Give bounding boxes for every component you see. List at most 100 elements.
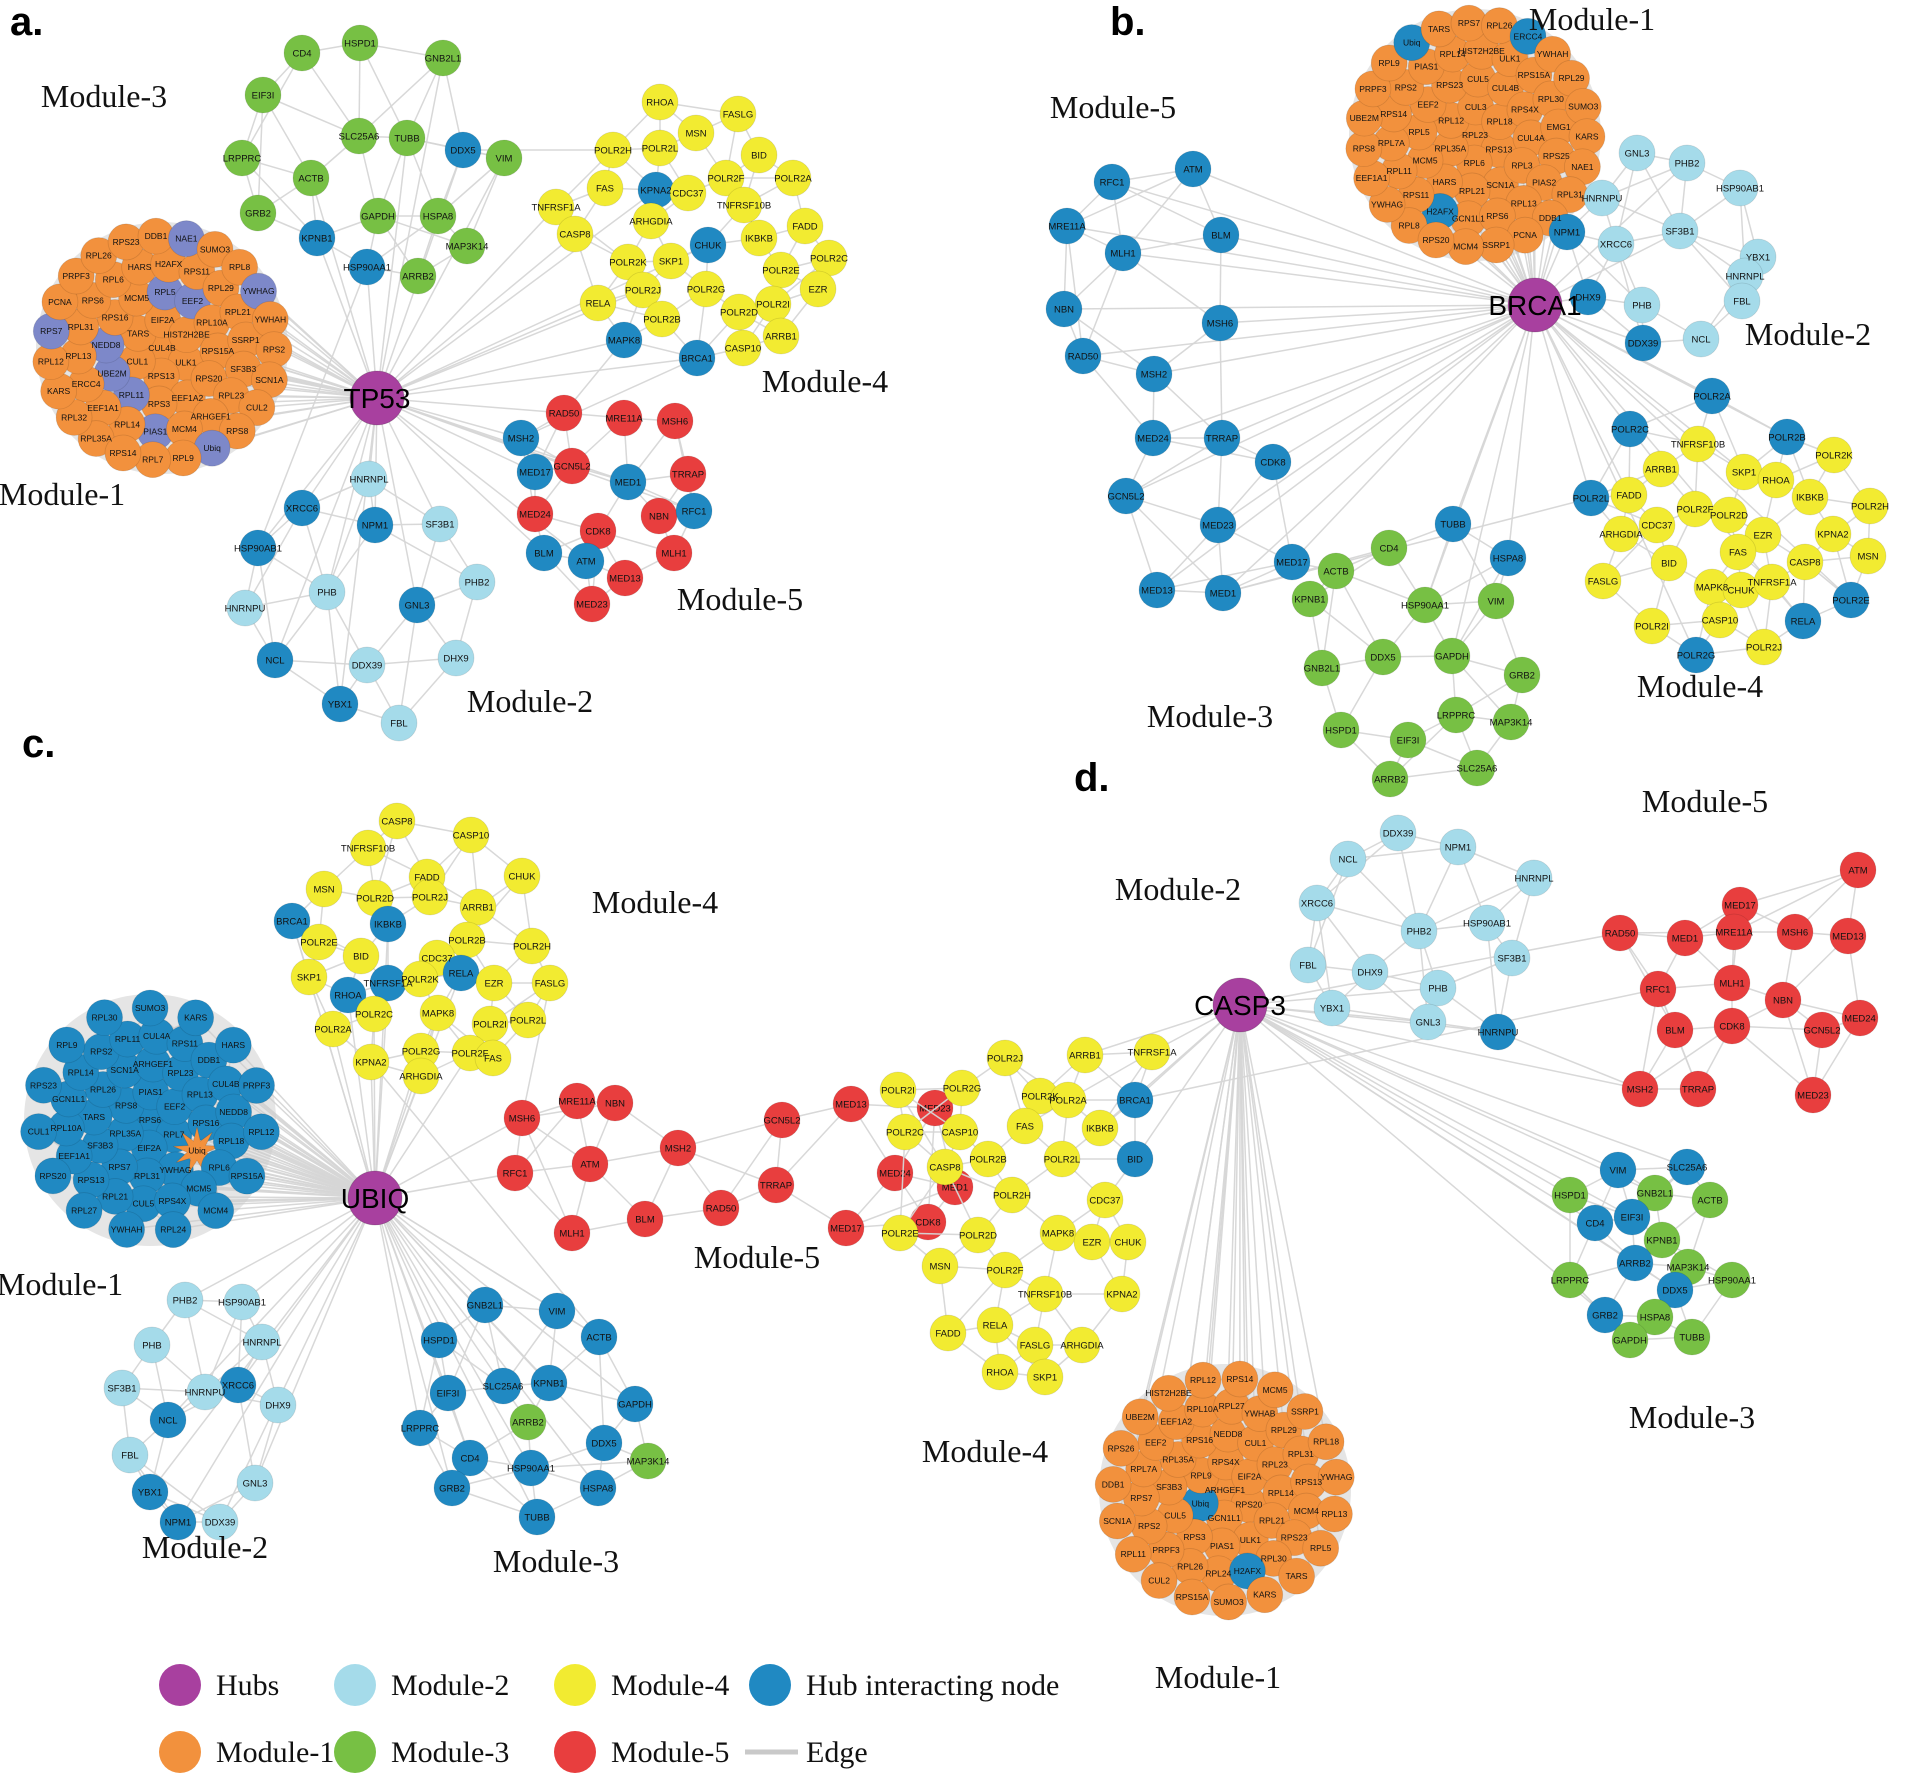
node-label-rpl9: RPL9 [173,453,195,463]
node-msh2 [1135,355,1173,393]
node-label-nae1: NAE1 [175,234,197,244]
edge [374,1197,421,1429]
node-label-npm1: NPM1 [362,520,388,531]
node-label-cul5: CUL5 [1467,74,1489,84]
node-label-rpl21: RPL21 [225,307,251,317]
node-fas [1006,1107,1044,1145]
node-label-cul2: CUL2 [1148,1576,1170,1586]
edge [1239,1004,1327,1442]
labels-a: CD4 HSPD1 GNB2L1 EIF3I SLC25A6 TUBB DDX5 VIM LRP… [0,38,888,729]
node-label-ezr: EZR [1754,530,1773,541]
node-label-phb: PHB [142,1340,162,1351]
node-label-eef2: EEF2 [1145,1437,1167,1447]
node-label-rps8: RPS8 [1353,144,1375,154]
node-label-polr2i: POLR2I [756,299,790,310]
node-label-rpl6: RPL6 [103,275,125,285]
edge [1451,304,1536,657]
node-rhoa [981,1353,1019,1391]
node-label-arhgdia: ARHGDIA [399,1071,443,1082]
node-label-blm: BLM [534,548,554,559]
node-label-sf3b1: SF3B1 [1497,953,1526,964]
edge [1082,304,1536,357]
node-polr2g [943,1069,981,1107]
node-label-rps11: RPS11 [172,1039,199,1049]
node-med13 [832,1085,870,1123]
node-label-map3k14: MAP3K14 [1490,717,1533,728]
node-mre11a [605,399,643,437]
node-gapdh [1433,637,1471,675]
node-hspd1 [341,24,379,62]
node-hspd1 [420,1321,458,1359]
node-msn [305,870,343,908]
edge [376,397,536,473]
node-label-chuk: CHUK [1115,1237,1143,1248]
node-label-hsp90aa1: HSP90AA1 [343,262,391,273]
node-rps15a [228,1157,266,1195]
node-label-tnfrsf1a: TNFRSF1A [531,202,581,213]
node-label-rpl23: RPL23 [168,1068,194,1078]
node-ddx39 [1624,324,1662,362]
node-label-rpl14: RPL14 [1440,49,1466,59]
node-sumo3 [131,989,169,1027]
edge [1134,1004,1241,1160]
module-label-c-module-2: Module-2 [142,1529,268,1565]
node-label-hist2h2be: HIST2H2BE [1145,1388,1192,1398]
node-gnb2l1 [1303,649,1341,687]
node-label-rpl23: RPL23 [1262,1460,1288,1470]
node-label-bid: BID [1127,1154,1143,1165]
node-label-sf3b3: SF3B3 [1156,1482,1182,1492]
node-polr2k [609,243,647,281]
edge [1239,1004,1641,1090]
node-label-hspd1: HSPD1 [1325,725,1357,736]
node-label-slc25a6: SLC25A6 [1667,1162,1708,1173]
node-med13 [606,559,644,597]
node-gapdh [359,197,397,235]
node-label-hsp90ab1: HSP90AB1 [234,543,282,554]
node-label-rpl21: RPL21 [1259,1515,1285,1525]
node-label-h2afx: H2AFX [1426,206,1454,216]
node-label-mlh1: MLH1 [1719,978,1744,989]
node-ddx5 [444,131,482,169]
edge [1139,1004,1241,1418]
node-label-med17: MED17 [830,1223,862,1234]
node-rfc1 [1639,970,1677,1008]
node-label-polr2c: POLR2C [886,1127,924,1138]
node-label-rpl11: RPL11 [1121,1549,1147,1559]
node-label-hnrnpu: HNRNPU [185,1387,226,1398]
node-polr2b [1768,418,1806,456]
edge [339,397,378,705]
node-hspa8 [1489,539,1527,577]
node-label-h2afx: H2AFX [1234,1566,1262,1576]
node-label-msh2: MSH2 [665,1143,691,1154]
node-label-polr2k: POLR2K [1815,450,1853,461]
node-label-rpl31: RPL31 [1288,1449,1314,1459]
node-label-rps2: RPS2 [90,1047,112,1057]
node-polr2l [1572,479,1610,517]
hub-node-ubiq [347,1170,403,1226]
edge [1486,922,1499,1033]
node-label-msh6: MSH6 [662,416,688,427]
nodes-c [20,802,974,1541]
panel-a: CD4 HSPD1 GNB2L1 EIF3I SLC25A6 TUBB DDX5 VIM LRP… [0,24,888,742]
node-hnrnpl [350,460,388,498]
hub-label-tp53: TP53 [344,383,411,414]
node-label-med24: MED24 [879,1168,911,1179]
node-label-ubiq: Ubiq [1403,38,1421,48]
node-label-nedd8: NEDD8 [1214,1429,1243,1439]
module-label-d-module-5: Module-5 [1642,783,1768,819]
node-arrb2 [399,257,437,295]
node-label-rpl12: RPL12 [38,357,64,367]
node-gnl3 [1409,1003,1447,1041]
node-label-eif2a: EIF2A [137,1143,161,1153]
node-label-polr2j: POLR2J [1746,642,1782,653]
edge [1201,1004,1241,1410]
node-label-sumo3: SUMO3 [200,244,231,254]
node-label-rhoa: RHOA [1762,475,1790,486]
node-tubb [388,119,426,157]
node-label-rpl29: RPL29 [1271,1425,1297,1435]
node-casp8 [1786,543,1824,581]
node-label-lrpprc: LRPPRC [401,1423,440,1434]
node-chuk [1109,1223,1147,1261]
node-rpl18 [1307,1423,1345,1461]
node-label-eif2a: EIF2A [151,315,175,325]
